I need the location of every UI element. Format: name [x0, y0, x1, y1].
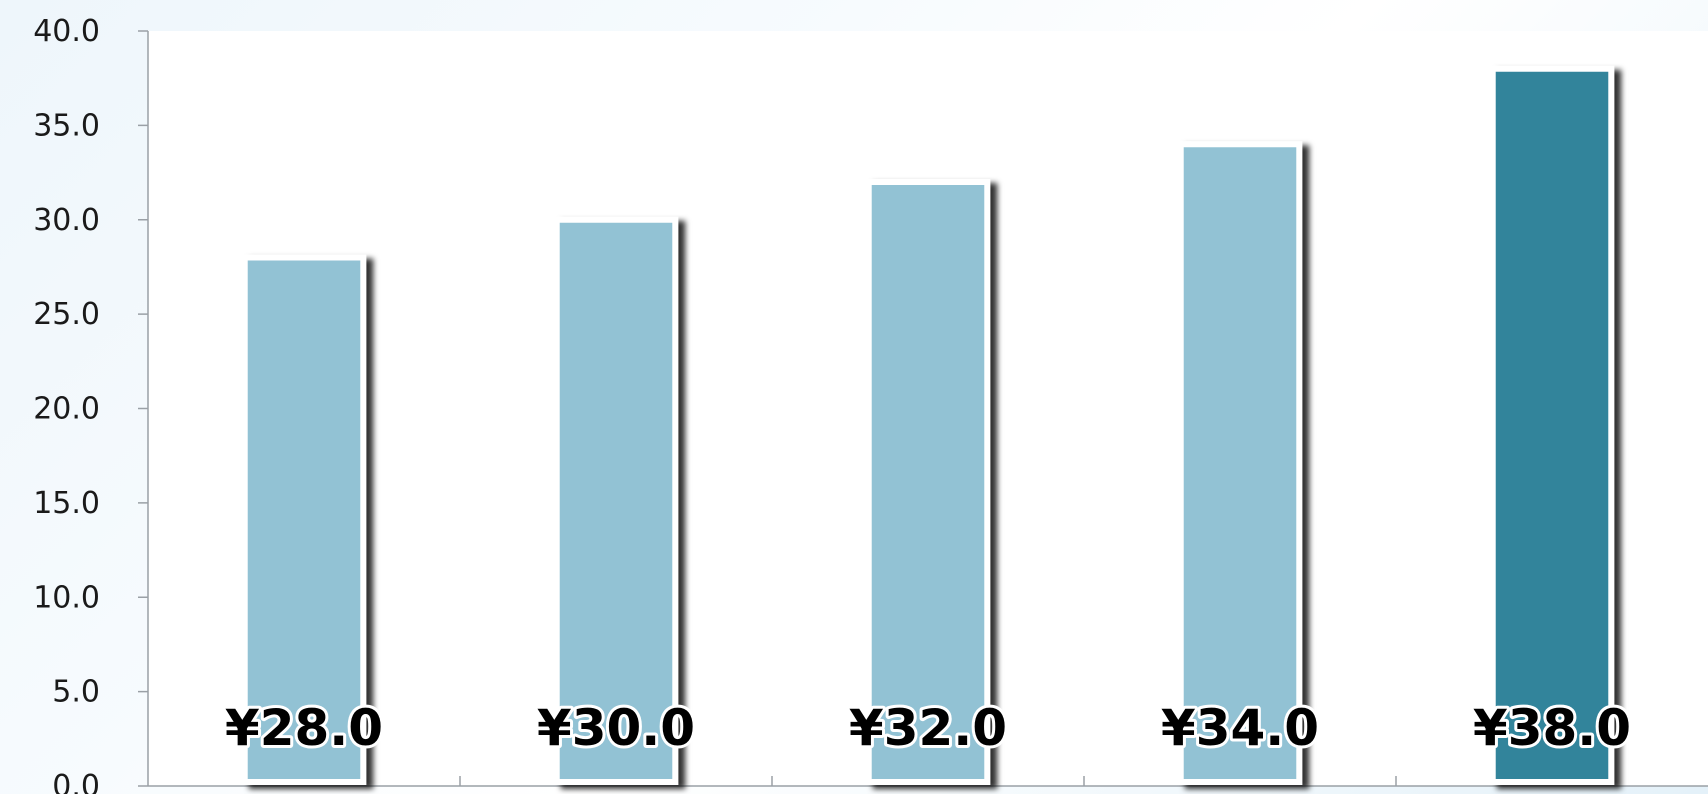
y-tick-label: 35.0: [33, 108, 100, 143]
y-tick-label: 25.0: [33, 297, 100, 332]
y-tick-label: 10.0: [33, 580, 100, 615]
data-labels: ¥28.0 ¥30.0 ¥32.0 ¥34.0 ¥38.0: [222, 696, 1634, 760]
bar-2: [553, 216, 679, 785]
data-label-5: ¥38.0: [1473, 699, 1631, 757]
bar-3: [865, 179, 991, 785]
y-axis: 0.0 5.0 10.0 15.0 20.0 25.0 30.0 35.0 40.0: [33, 14, 149, 794]
data-label-1: ¥28.0: [225, 699, 383, 757]
y-tick-label: 15.0: [33, 486, 100, 521]
y-tick-label: 0.0: [52, 769, 100, 794]
data-label-4: ¥34.0: [1161, 699, 1319, 757]
bar-series: [241, 65, 1615, 785]
data-label-2: ¥30.0: [537, 699, 695, 757]
y-tick-label: 20.0: [33, 392, 100, 427]
data-label-3: ¥32.0: [849, 699, 1007, 757]
bar-5: [1489, 65, 1615, 785]
y-tick-label: 30.0: [33, 203, 100, 238]
y-tick-label: 40.0: [33, 14, 100, 49]
x-axis: [148, 776, 1708, 787]
bar-1: [241, 254, 367, 785]
y-tick-label: 5.0: [52, 675, 100, 710]
bar-4: [1177, 141, 1303, 785]
